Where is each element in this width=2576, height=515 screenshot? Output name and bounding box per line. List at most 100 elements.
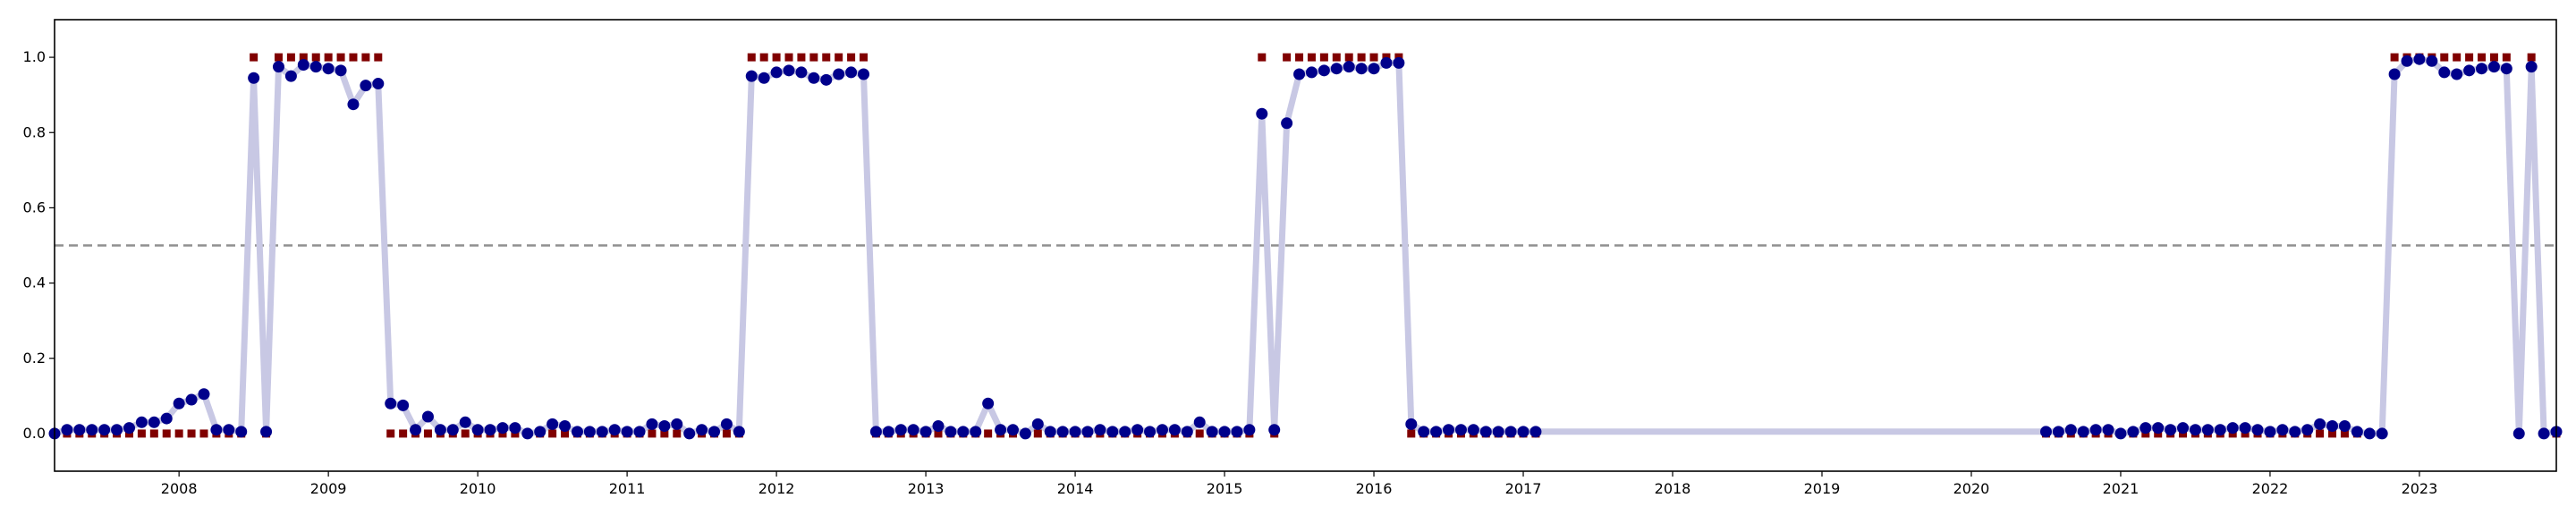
actual-marker (822, 53, 831, 62)
probability-marker (583, 426, 596, 438)
probability-marker (2264, 426, 2276, 438)
probability-marker (571, 426, 583, 438)
probability-marker (2251, 424, 2264, 436)
probability-marker (2301, 424, 2314, 436)
actual-marker (1283, 53, 1292, 62)
y-tick-label: 0.8 (23, 123, 46, 140)
probability-marker (2538, 427, 2550, 440)
probability-marker (410, 424, 422, 436)
probability-marker (2512, 427, 2525, 440)
probability-marker (2338, 420, 2351, 432)
x-tick-label: 2021 (2103, 480, 2140, 497)
probability-marker (696, 424, 708, 436)
actual-marker (250, 53, 258, 62)
actual-marker (835, 53, 843, 62)
probability-marker (1231, 426, 1243, 438)
probability-marker (1168, 424, 1181, 436)
probability-marker (683, 427, 696, 440)
actual-marker (461, 429, 470, 438)
y-tick-label: 0.2 (23, 350, 46, 367)
y-tick-label: 0.4 (23, 274, 46, 291)
actual-marker (1332, 53, 1341, 62)
probability-marker (1256, 107, 1268, 120)
probability-marker (2214, 424, 2226, 436)
probability-marker (2089, 424, 2102, 436)
probability-marker (1305, 66, 1318, 79)
actual-marker (2527, 53, 2536, 62)
probability-marker (608, 424, 621, 436)
probability-marker (521, 427, 534, 440)
probability-marker (235, 426, 248, 438)
probability-marker (297, 59, 309, 71)
actual-marker (1319, 53, 1328, 62)
probability-marker (1156, 424, 1168, 436)
probability-marker (160, 412, 173, 425)
actual-marker (934, 429, 943, 438)
actual-marker (286, 53, 295, 62)
probability-marker (2201, 424, 2214, 436)
probability-marker (2177, 422, 2190, 435)
actual-marker (2390, 53, 2399, 62)
actual-marker (1033, 429, 1042, 438)
probability-marker (260, 426, 273, 438)
probability-marker (957, 426, 970, 438)
probability-marker (2052, 426, 2064, 438)
actual-marker (1307, 53, 1316, 62)
probability-marker (932, 420, 945, 432)
probability-marker (2388, 68, 2401, 80)
x-tick-label: 2015 (1207, 480, 1243, 497)
actual-marker (2340, 429, 2349, 438)
probability-marker (2165, 424, 2177, 436)
probability-marker (2152, 422, 2165, 435)
probability-marker (223, 424, 235, 436)
actual-marker (336, 53, 345, 62)
probability-marker (86, 424, 98, 436)
probability-marker (198, 388, 210, 401)
y-tick-label: 0.0 (23, 425, 46, 442)
x-tick-label: 2018 (1655, 480, 1691, 497)
actual-marker (1407, 429, 1416, 438)
actual-marker (2328, 429, 2337, 438)
actual-marker (673, 429, 682, 438)
actual-marker (1369, 53, 1378, 62)
actual-marker (386, 429, 395, 438)
probability-marker (2127, 426, 2140, 438)
x-tick-label: 2017 (1505, 480, 1542, 497)
probability-marker (534, 426, 547, 438)
probability-marker (272, 61, 284, 73)
actual-marker (847, 53, 856, 62)
probability-marker (1479, 426, 1492, 438)
probability-marker (1530, 426, 1542, 438)
probability-marker (61, 424, 73, 436)
probability-marker (1131, 424, 1144, 436)
probability-marker (2039, 426, 2052, 438)
actual-marker (349, 53, 358, 62)
probability-marker (397, 399, 410, 411)
x-tick-label: 2008 (161, 480, 198, 497)
actual-marker (1295, 53, 1304, 62)
probability-marker (509, 422, 521, 435)
x-tick-label: 2010 (460, 480, 496, 497)
probability-marker (385, 397, 397, 409)
probability-marker (2438, 66, 2451, 79)
probability-marker (284, 70, 297, 82)
probability-marker (2376, 427, 2388, 440)
probability-marker (621, 426, 633, 438)
probability-marker (496, 422, 509, 435)
probability-marker (1069, 426, 1081, 438)
probability-marker (820, 73, 833, 86)
probability-marker (2500, 63, 2512, 75)
probability-marker (2326, 420, 2339, 432)
probability-marker (733, 426, 745, 438)
probability-marker (446, 424, 459, 436)
probability-marker (995, 424, 1007, 436)
probability-marker (210, 424, 223, 436)
probability-marker (1318, 64, 1330, 77)
probability-marker (596, 426, 608, 438)
probability-marker (484, 424, 496, 436)
probability-marker (2114, 427, 2127, 440)
actual-marker (149, 429, 158, 438)
probability-marker (907, 424, 919, 436)
probability-marker (1056, 426, 1069, 438)
actual-marker (648, 429, 657, 438)
